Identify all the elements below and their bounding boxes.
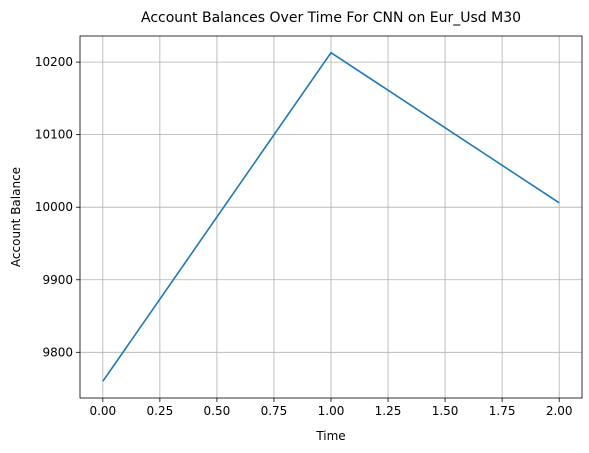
y-axis-label: Account Balance	[9, 167, 23, 267]
series-layer	[102, 51, 560, 382]
x-tick-label: 0.25	[147, 404, 174, 418]
x-tick-label: 1.75	[489, 404, 516, 418]
x-tick-label: 1.25	[375, 404, 402, 418]
y-tick-label: 9800	[42, 345, 73, 359]
y-tick-label: 9900	[42, 273, 73, 287]
axis-ticks: 0.00 0.25 0.50 0.75 1.00 1.25 1.50 1.75 2.00 9800…	[35, 55, 573, 418]
x-tick-label: 2.00	[546, 404, 573, 418]
x-tick-label: 1.00	[318, 404, 345, 418]
y-tick-label: 10100	[35, 128, 73, 142]
x-tick-label: 0.75	[261, 404, 288, 418]
x-axis-label: Time	[315, 429, 345, 443]
grid	[80, 36, 582, 398]
y-tick-label: 10200	[35, 55, 73, 69]
chart-title: Account Balances Over Time For CNN on Eu…	[141, 10, 521, 26]
x-tick-label: 0.00	[89, 404, 116, 418]
x-tick-label: 1.50	[432, 404, 459, 418]
plot-frame	[79, 35, 583, 399]
y-tick-label: 10000	[35, 200, 73, 214]
x-tick-label: 0.50	[204, 404, 231, 418]
